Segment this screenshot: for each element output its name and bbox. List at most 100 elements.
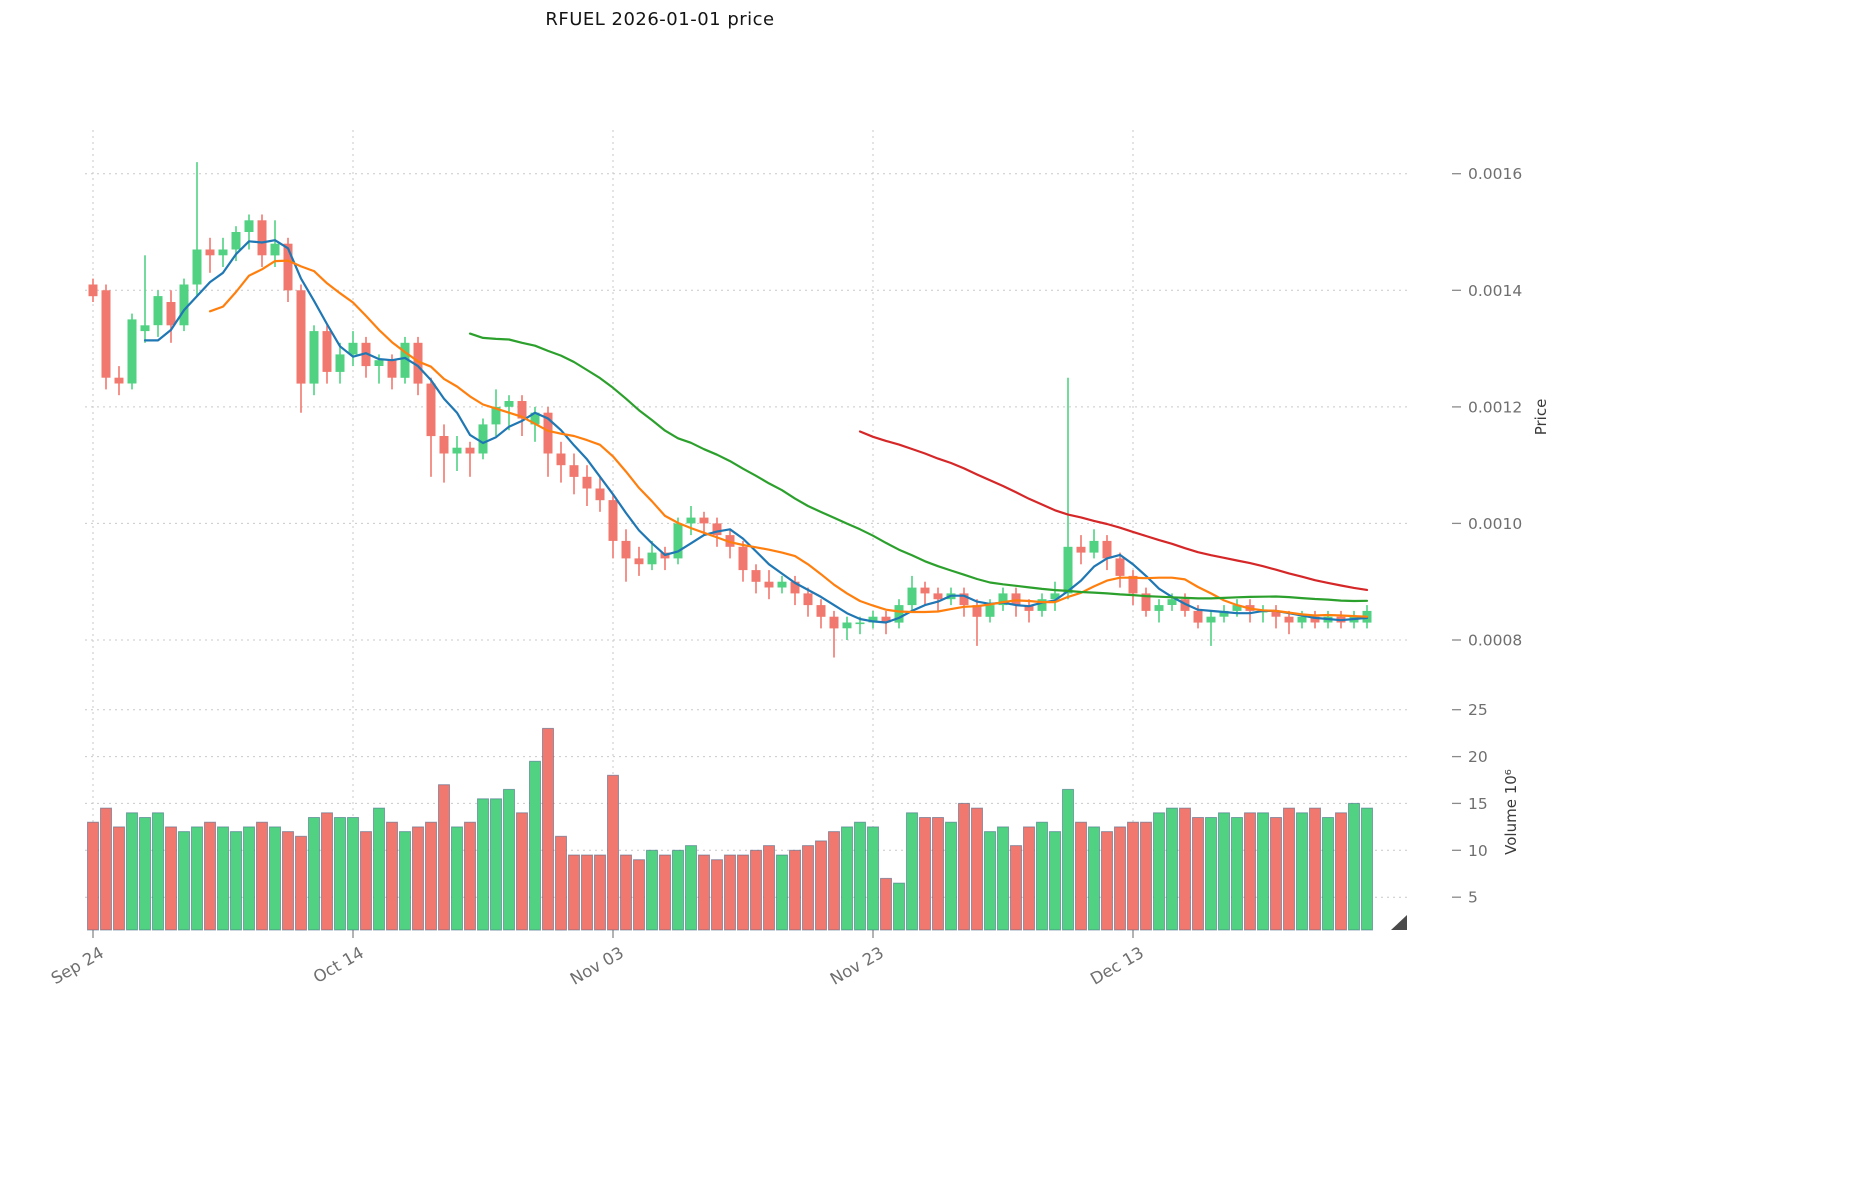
candle-body xyxy=(972,605,982,617)
candle-body xyxy=(855,622,865,625)
candle-body xyxy=(543,412,553,454)
volume-bar xyxy=(386,821,398,931)
volume-bar xyxy=(373,807,385,931)
candle-body xyxy=(647,552,657,565)
volume-bar xyxy=(893,882,905,931)
date-tick-label: Nov 03 xyxy=(567,943,627,989)
volume-bar xyxy=(1010,845,1022,931)
price-tick-labels: 0.0008 0.0010 0.0012 0.0014 0.0016 xyxy=(1452,165,1522,650)
volume-bar xyxy=(1218,812,1230,931)
volume-bar xyxy=(984,831,996,931)
volume-bar xyxy=(1088,826,1100,931)
candle-body xyxy=(166,302,176,326)
volume-bar xyxy=(1114,826,1126,931)
date-tick-label: Sep 24 xyxy=(48,943,107,988)
volume-bar xyxy=(529,760,541,931)
candle-body xyxy=(478,424,488,454)
candle-body xyxy=(1089,540,1099,553)
volume-bars xyxy=(87,727,1373,931)
candle-body xyxy=(777,581,787,588)
candle-body xyxy=(1154,605,1164,611)
candle-body xyxy=(894,605,904,623)
candle-body xyxy=(127,319,137,384)
volume-bar xyxy=(724,854,736,931)
candle-body xyxy=(764,581,774,588)
volume-bar xyxy=(451,826,463,931)
volume-bar xyxy=(1023,826,1035,931)
volume-bar xyxy=(1205,817,1217,931)
volume-bar xyxy=(1361,807,1373,931)
volume-bar xyxy=(971,807,983,931)
candle-body xyxy=(556,453,566,466)
candle-body xyxy=(1141,593,1151,611)
volume-bar xyxy=(503,788,515,931)
volume-bar xyxy=(555,835,567,931)
volume-bar xyxy=(789,849,801,931)
volume-bar xyxy=(1231,817,1243,931)
volume-bar xyxy=(581,854,593,931)
ma-medium-line xyxy=(208,259,1369,618)
candle-body xyxy=(1219,610,1229,617)
volume-bar xyxy=(1075,821,1087,931)
candle-body xyxy=(595,488,605,501)
volume-bar xyxy=(828,831,840,931)
volume-tick-label: 20 xyxy=(1468,748,1488,766)
volume-bar xyxy=(295,835,307,931)
candle-body xyxy=(608,500,618,541)
candle-body xyxy=(426,383,436,437)
candle-body xyxy=(1297,616,1307,623)
candle-body xyxy=(192,249,202,285)
volume-bar xyxy=(841,826,853,931)
candle-body xyxy=(1024,605,1034,611)
candle-body xyxy=(985,605,995,617)
candle-body xyxy=(842,622,852,629)
candle-body xyxy=(712,523,722,536)
volume-bar xyxy=(477,798,489,931)
volume-bar xyxy=(178,831,190,931)
candle-body xyxy=(153,296,163,326)
candle-body xyxy=(179,284,189,326)
volume-bar xyxy=(438,784,450,931)
volume-bar xyxy=(997,826,1009,931)
volume-bar xyxy=(1127,821,1139,931)
price-tick-label: 0.0008 xyxy=(1468,632,1522,650)
candle-body xyxy=(738,546,748,571)
volume-bar xyxy=(217,826,229,931)
volume-bar xyxy=(1348,802,1360,931)
volume-bar xyxy=(1140,821,1152,931)
candle-body xyxy=(998,593,1008,606)
volume-tick-label: 10 xyxy=(1468,842,1488,860)
candle-body xyxy=(309,331,319,384)
volume-bar xyxy=(867,826,879,931)
volume-bar xyxy=(321,812,333,931)
volume-bar xyxy=(1270,817,1282,931)
volume-bar xyxy=(412,826,424,931)
price-tick-label: 0.0016 xyxy=(1468,165,1522,183)
volume-bar xyxy=(958,802,970,931)
volume-bar xyxy=(1322,817,1334,931)
volume-bar xyxy=(1036,821,1048,931)
volume-bar xyxy=(1101,831,1113,931)
volume-bar xyxy=(776,854,788,931)
candle-body xyxy=(114,377,124,384)
candle-body xyxy=(218,249,228,256)
candle-body xyxy=(1193,610,1203,623)
volume-bar xyxy=(399,831,411,931)
candle-body xyxy=(959,593,969,606)
candle-body xyxy=(439,436,449,454)
price-tick-label: 0.0012 xyxy=(1468,398,1522,416)
candle-body xyxy=(335,354,345,372)
volume-bar xyxy=(152,812,164,931)
volume-bar xyxy=(802,845,814,931)
price-tick-label: 0.0010 xyxy=(1468,515,1522,533)
candle-body xyxy=(933,593,943,600)
volume-tick-labels: 5 10 15 20 25 xyxy=(1452,701,1488,907)
volume-bar xyxy=(620,854,632,931)
volume-bar xyxy=(360,831,372,931)
volume-bar xyxy=(282,831,294,931)
volume-bar xyxy=(750,849,762,931)
ma-slow-line xyxy=(468,332,1369,603)
candle-body xyxy=(231,232,241,250)
volume-bar xyxy=(880,877,892,931)
